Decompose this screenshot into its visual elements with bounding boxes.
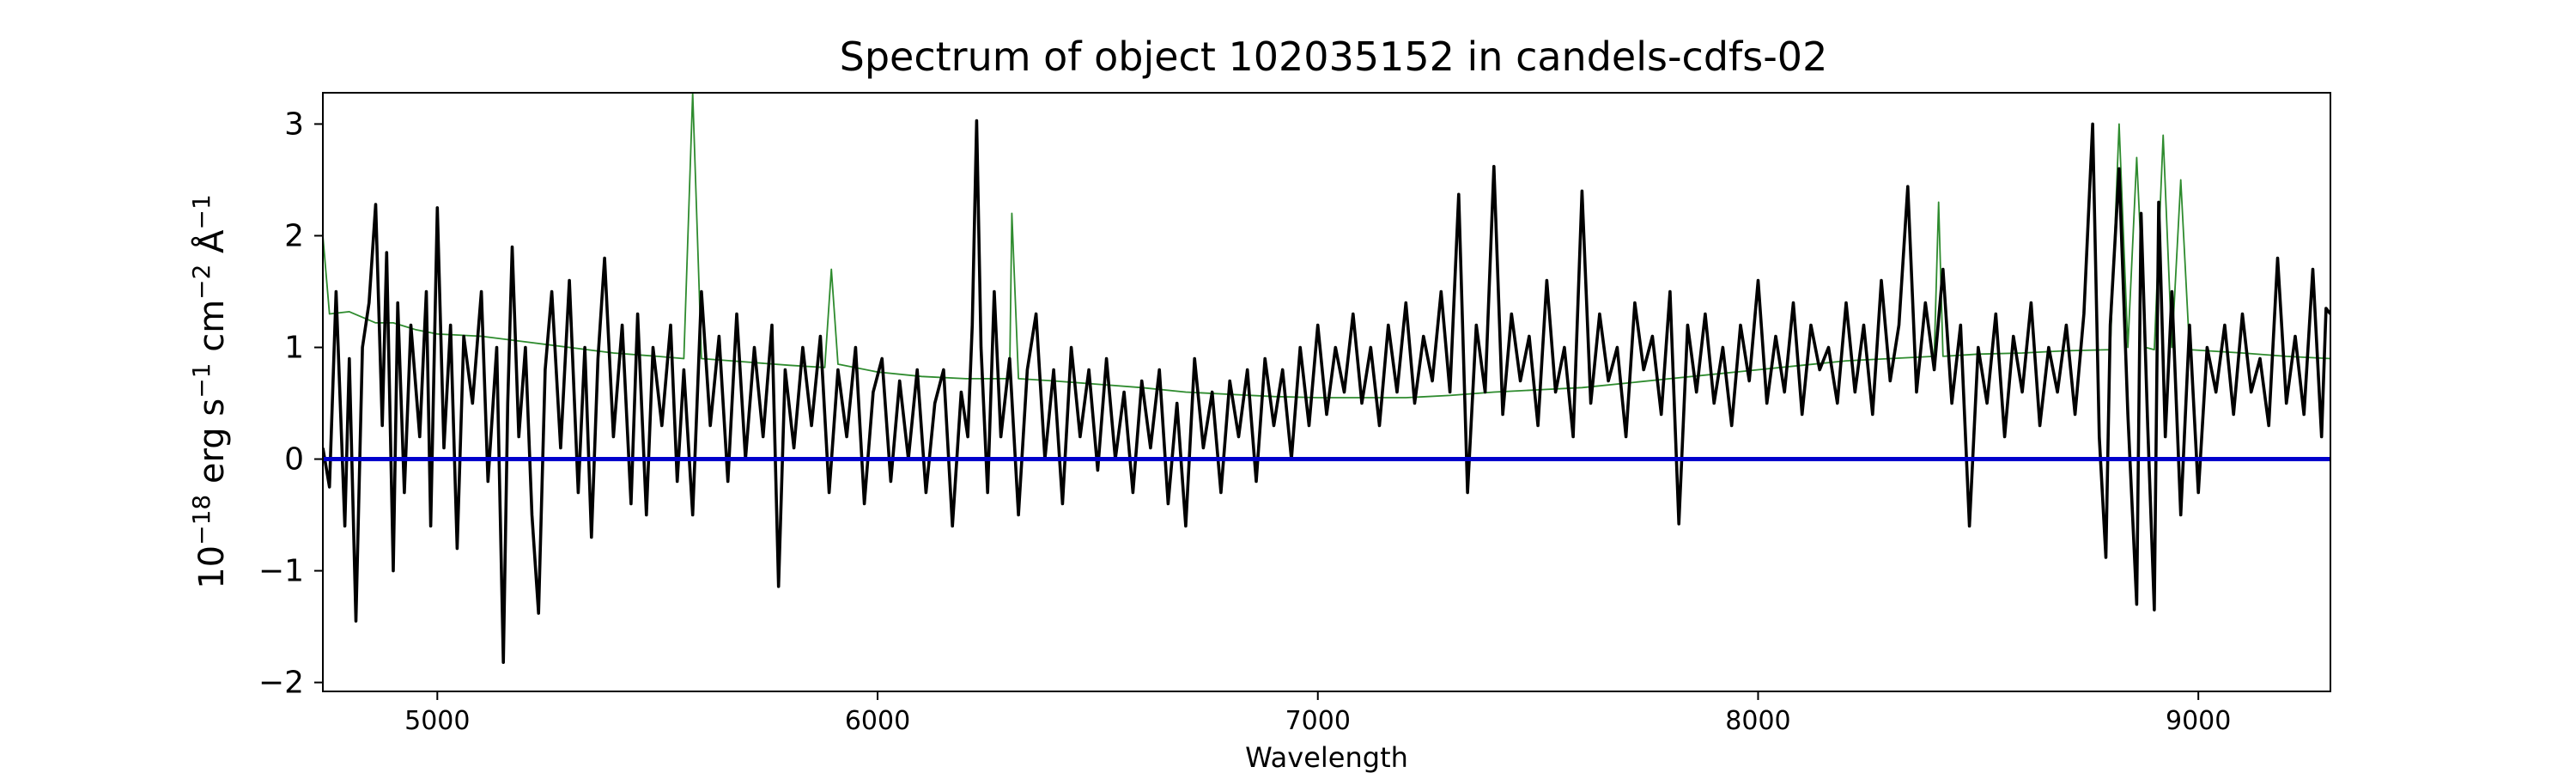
y-label-unit: cm <box>192 300 232 363</box>
y-label-unit-exponent: −2 <box>187 265 216 300</box>
x-tick-label: 7000 <box>1285 706 1351 736</box>
error-line <box>323 93 2330 399</box>
y-tick-label: 3 <box>284 107 304 142</box>
chart-title: Spectrum of object 102035152 in candels-… <box>840 33 1828 80</box>
y-axis: −2 −1 0 1 2 3 <box>258 107 323 701</box>
y-label-unit: Å <box>191 229 232 265</box>
y-label-prefix: 10 <box>192 545 232 589</box>
y-tick-label: 1 <box>284 330 304 365</box>
x-tick-label: 8000 <box>1725 706 1790 736</box>
series-layer <box>323 93 2330 665</box>
x-axis: 5000 6000 7000 8000 9000 <box>404 691 2231 736</box>
y-tick-label: 0 <box>284 442 304 478</box>
y-axis-label: 10−18 erg s−1 cm−2 Å−1 <box>187 194 233 589</box>
y-label-unit-exponent: −1 <box>187 194 216 229</box>
y-label-unit-exponent: −1 <box>187 363 216 399</box>
x-tick-label: 9000 <box>2166 706 2231 736</box>
y-tick-label: −2 <box>258 666 304 701</box>
y-tick-label: 2 <box>284 218 304 253</box>
spectrum-line <box>323 119 2330 665</box>
x-axis-label: Wavelength <box>1245 741 1408 773</box>
x-tick-label: 5000 <box>404 706 470 736</box>
y-label-unit: erg s <box>192 399 232 495</box>
y-label-exponent: −18 <box>187 495 216 545</box>
x-tick-label: 6000 <box>845 706 910 736</box>
y-tick-label: −1 <box>258 554 304 589</box>
plot-frame <box>322 92 2331 692</box>
